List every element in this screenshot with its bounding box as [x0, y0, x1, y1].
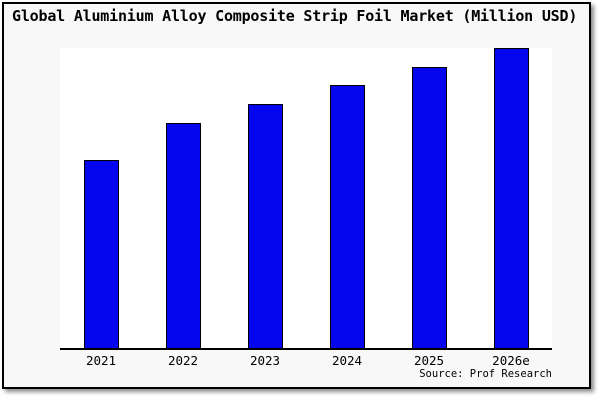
x-axis-label-2024: 2024 — [331, 353, 363, 368]
chart-title: Global Aluminium Alloy Composite Strip F… — [12, 7, 578, 25]
plot-area — [60, 48, 552, 348]
bar-slot-2024 — [306, 48, 388, 348]
bar-slot-2023 — [224, 48, 306, 348]
bar-2022 — [165, 123, 201, 348]
x-axis-label-2023: 2023 — [249, 353, 281, 368]
x-axis-label-2021: 2021 — [85, 353, 117, 368]
bar-slot-2021 — [60, 48, 142, 348]
bar-2023 — [247, 104, 283, 348]
x-axis-line — [60, 348, 552, 350]
source-credit: Source: Prof Research — [419, 368, 552, 380]
bar-slot-2025 — [388, 48, 470, 348]
bar-2024 — [329, 85, 365, 348]
x-axis-label-2025: 2025 — [413, 353, 445, 368]
x-axis-labels: 2021 2022 2023 2024 2025 2026e — [60, 353, 552, 368]
bar-2025 — [411, 67, 447, 348]
bar-2026e — [493, 48, 529, 348]
x-axis-label-2022: 2022 — [167, 353, 199, 368]
bars-row — [60, 48, 552, 348]
x-axis-label-2026e: 2026e — [492, 353, 530, 368]
chart-frame: Global Aluminium Alloy Composite Strip F… — [2, 2, 591, 389]
bar-slot-2022 — [142, 48, 224, 348]
bar-2021 — [83, 160, 119, 348]
bar-slot-2026e — [470, 48, 552, 348]
